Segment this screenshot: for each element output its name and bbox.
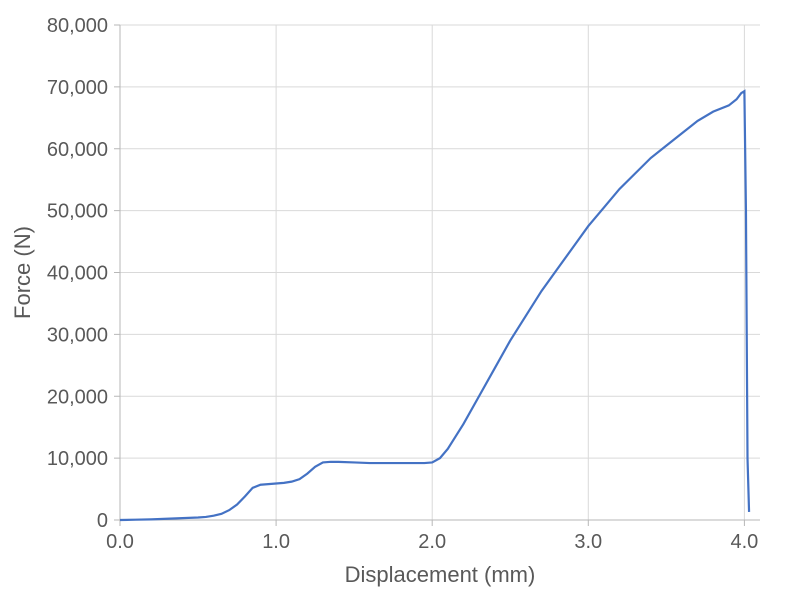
- x-tick-label: 4.0: [730, 531, 758, 553]
- y-tick-label: 80,000: [47, 15, 108, 37]
- y-tick-label: 40,000: [47, 263, 108, 285]
- x-tick-label: 1.0: [262, 531, 290, 553]
- y-tick-label: 0: [97, 510, 108, 532]
- x-tick-label: 2.0: [418, 531, 446, 553]
- chart-svg: 0.0 1.0 2.0 3.0 4.0 0 10,000 20,000 30,000 40,000…: [0, 0, 789, 608]
- x-axis-title: Displacement (mm): [345, 562, 536, 587]
- chart-bg: [0, 0, 789, 608]
- x-tick-label: 0.0: [106, 531, 134, 553]
- x-tick-label: 3.0: [574, 531, 602, 553]
- y-tick-label: 20,000: [47, 386, 108, 408]
- force-displacement-chart: 0.0 1.0 2.0 3.0 4.0 0 10,000 20,000 30,000 40,000…: [0, 0, 789, 608]
- y-tick-label: 60,000: [47, 139, 108, 161]
- y-tick-label: 10,000: [47, 448, 108, 470]
- y-tick-label: 50,000: [47, 201, 108, 223]
- y-tick-label: 70,000: [47, 77, 108, 99]
- y-tick-label: 30,000: [47, 324, 108, 346]
- y-axis-title: Force (N): [10, 226, 35, 319]
